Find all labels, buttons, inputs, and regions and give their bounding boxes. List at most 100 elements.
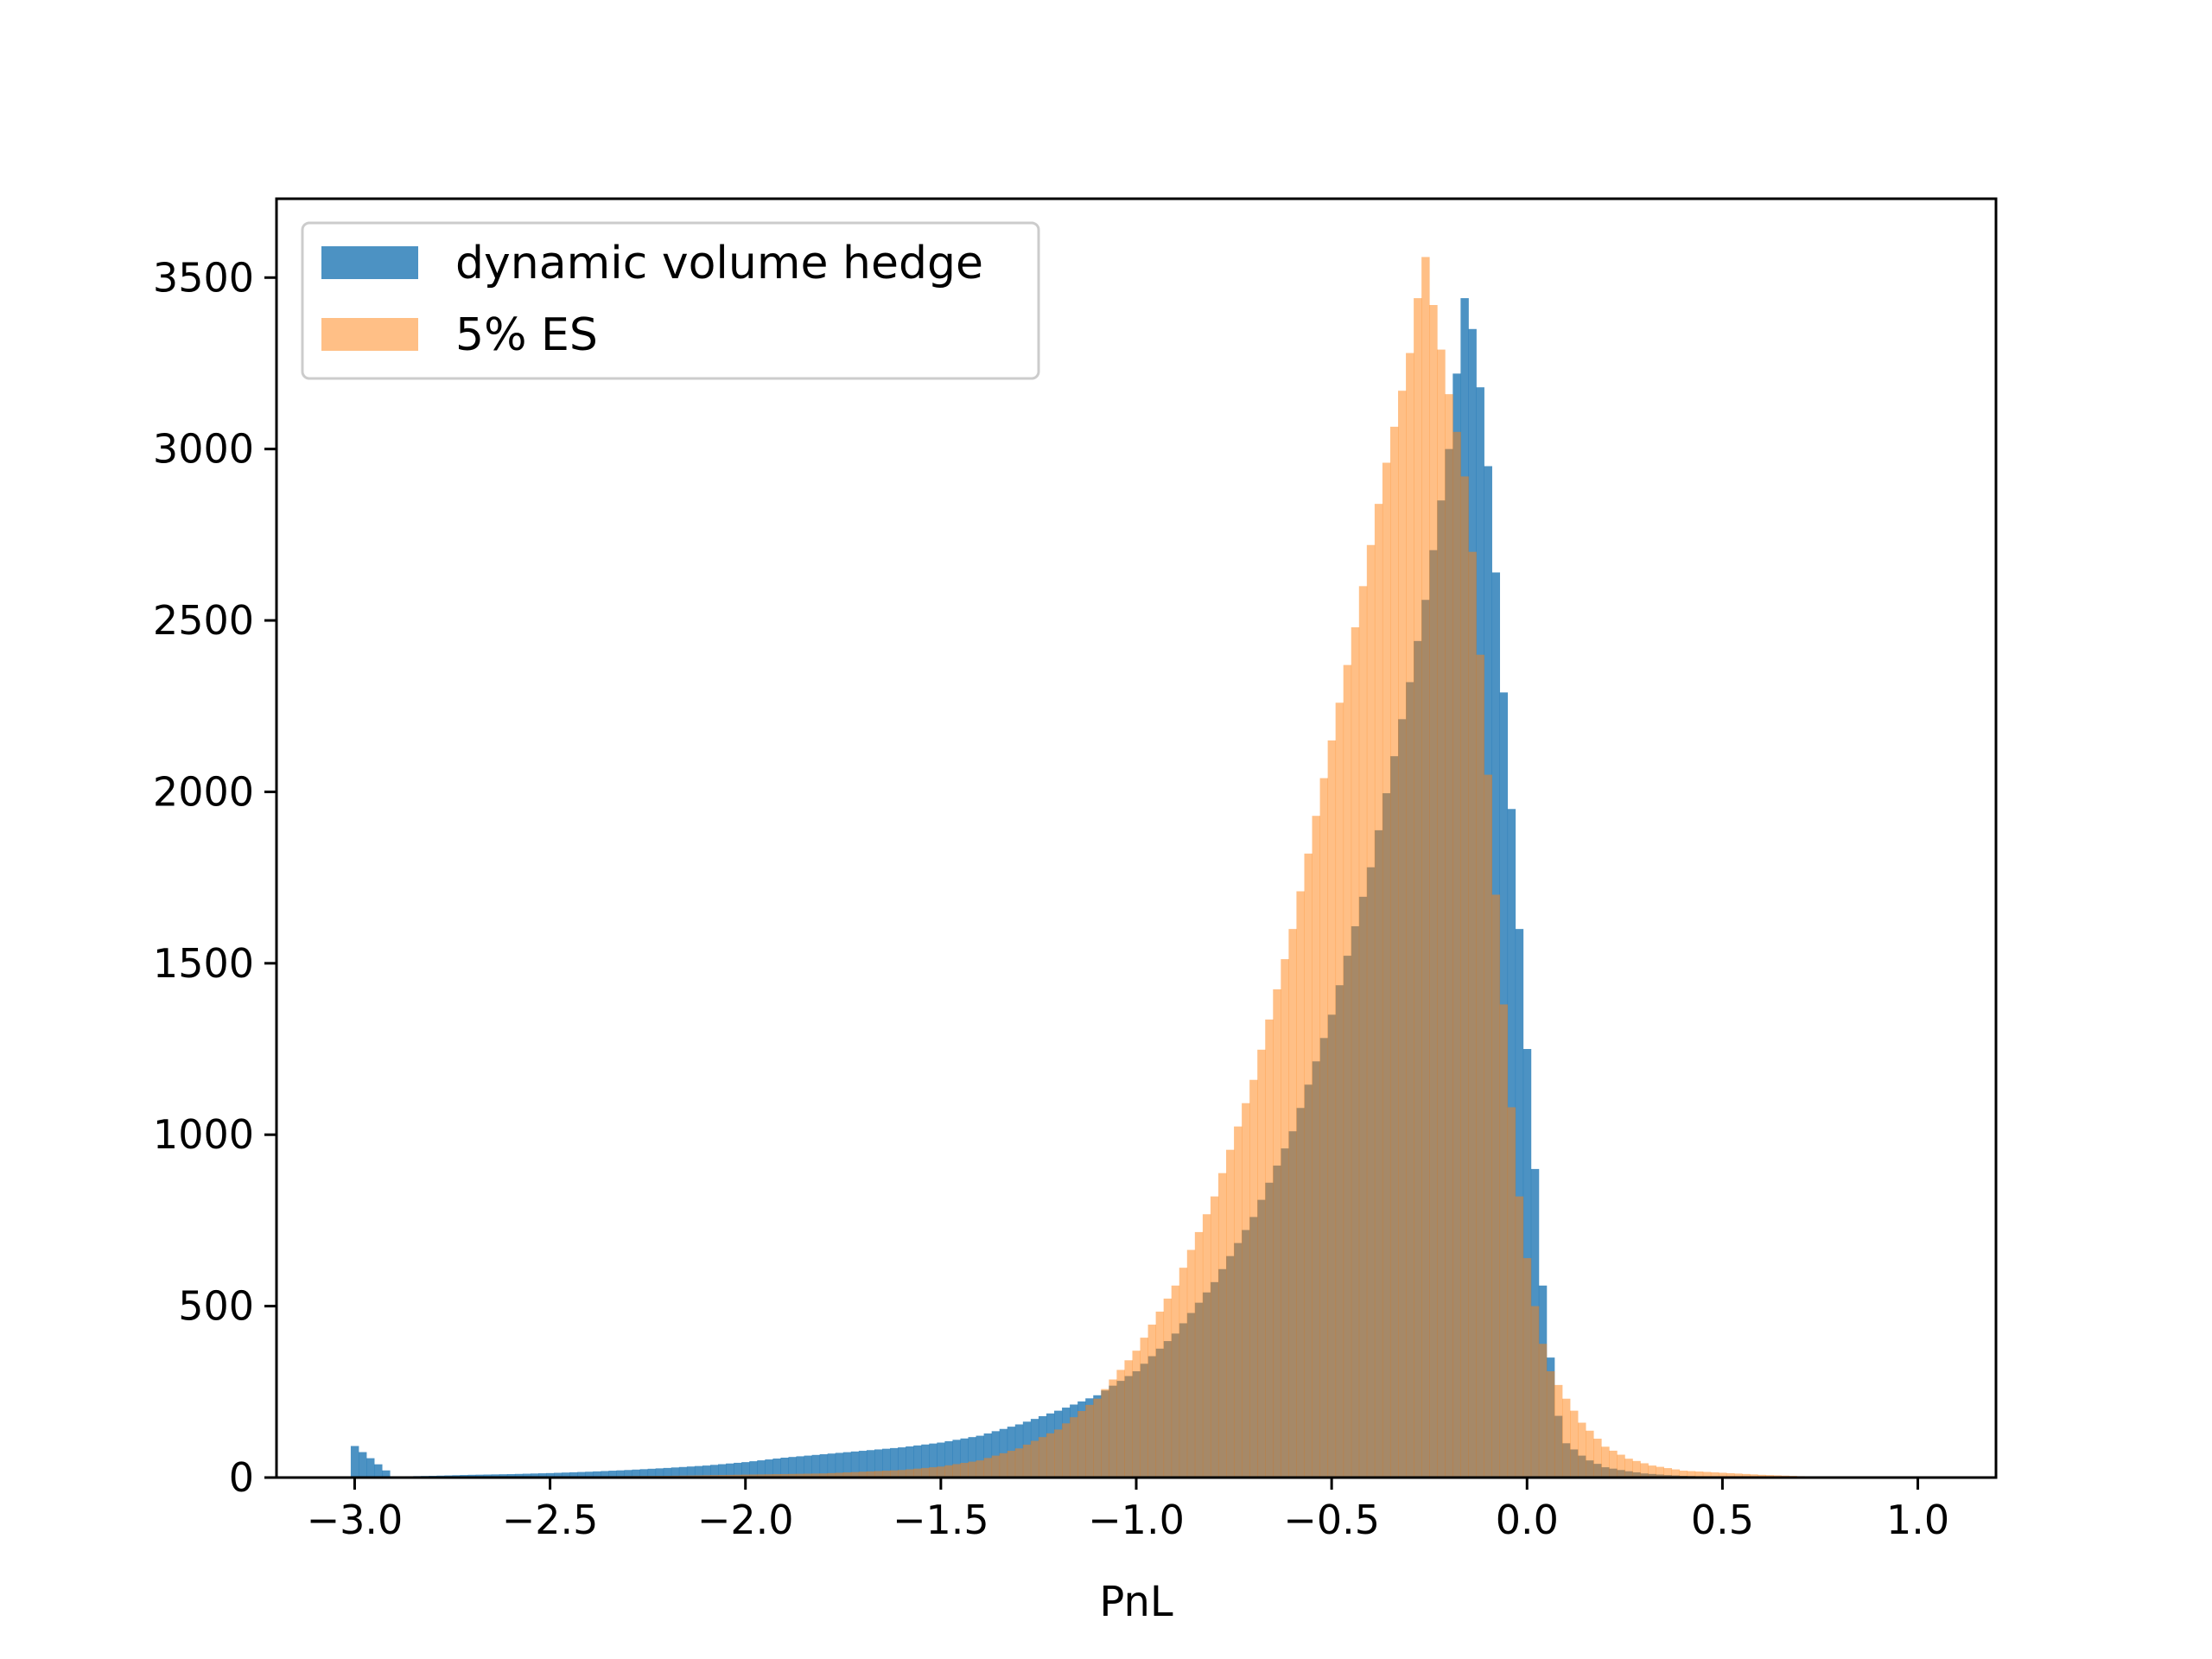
- histogram-bar: [514, 1473, 524, 1478]
- legend-swatch-5pct-es: [321, 318, 418, 351]
- histogram-bar: [1085, 1404, 1094, 1478]
- histogram-bar: [358, 1452, 367, 1478]
- histogram-bar: [475, 1474, 485, 1478]
- x-axis-label: PnL: [1099, 1578, 1173, 1626]
- histogram-bar: [1054, 1429, 1063, 1478]
- histogram-bar: [772, 1459, 781, 1478]
- histogram-bar: [1186, 1249, 1196, 1478]
- histogram-bar: [1014, 1448, 1024, 1478]
- histogram-bar: [850, 1451, 860, 1478]
- histogram-bar: [874, 1449, 883, 1478]
- histogram-bar: [890, 1470, 899, 1478]
- histogram-bar: [937, 1466, 945, 1478]
- y-tick-label: 2500: [153, 597, 254, 644]
- histogram-bar: [1257, 1049, 1266, 1478]
- histogram-bar: [1554, 1384, 1563, 1478]
- histogram-bar: [757, 1460, 766, 1478]
- histogram-bar: [835, 1472, 844, 1478]
- histogram-bar: [1319, 778, 1329, 1478]
- histogram-bar: [796, 1473, 804, 1478]
- histogram-bar: [467, 1474, 477, 1478]
- histogram-bar: [1242, 1103, 1250, 1478]
- histogram-bar: [858, 1471, 868, 1478]
- histogram-bar: [562, 1472, 570, 1478]
- histogram-bar: [1648, 1465, 1656, 1478]
- y-tick-label: 3000: [153, 426, 254, 473]
- histogram-bar: [1624, 1459, 1633, 1478]
- histogram-bar: [999, 1452, 1008, 1478]
- histogram-bar: [1007, 1451, 1016, 1478]
- histogram-bar: [976, 1435, 985, 1478]
- histogram-bar: [1382, 462, 1391, 1478]
- x-tick-label: 0.0: [1496, 1497, 1559, 1543]
- histogram-bar: [632, 1469, 641, 1478]
- histogram-bar: [749, 1461, 758, 1478]
- histogram-bar: [382, 1470, 391, 1478]
- histogram-bar: [906, 1446, 914, 1478]
- histogram-bar: [952, 1464, 961, 1478]
- histogram-bar: [1484, 774, 1492, 1478]
- histogram-bar: [1617, 1454, 1625, 1478]
- histogram-bar: [960, 1438, 969, 1478]
- histogram-bar: [991, 1455, 1001, 1478]
- histogram-bar: [780, 1457, 789, 1478]
- y-tick-label: 0: [229, 1454, 254, 1501]
- histogram-bar: [1507, 1107, 1516, 1478]
- histogram-bar: [1374, 504, 1383, 1478]
- histogram-bar: [1210, 1196, 1219, 1478]
- histogram-bar: [554, 1472, 563, 1478]
- histogram-bar: [1343, 664, 1352, 1478]
- histogram-bar: [1710, 1471, 1719, 1478]
- histogram-bar: [1694, 1471, 1704, 1478]
- histogram-bar: [1249, 1079, 1258, 1478]
- histogram-bar: [1499, 1004, 1509, 1478]
- histogram-bars: [350, 257, 1930, 1478]
- histogram-bar: [1546, 1371, 1555, 1478]
- histogram-bar: [726, 1474, 734, 1478]
- x-axis: −3.0 −2.5 −2.0 −1.5 −1.0 −0.5 0.0 0.5 1.0: [307, 1478, 1949, 1543]
- x-tick-label: −2.5: [502, 1497, 599, 1543]
- y-tick-label: 500: [178, 1283, 254, 1330]
- histogram-bar: [850, 1471, 860, 1478]
- y-tick-label: 3500: [153, 254, 254, 301]
- legend-swatch-dynamic-volume-hedge: [321, 246, 418, 279]
- histogram-bar: [734, 1462, 742, 1478]
- histogram-bar: [710, 1465, 719, 1478]
- histogram-bar: [866, 1450, 875, 1478]
- histogram-bar: [780, 1473, 789, 1478]
- histogram-bar: [858, 1451, 868, 1478]
- histogram-bar: [1578, 1422, 1586, 1478]
- histogram-bar: [1281, 959, 1289, 1478]
- x-tick-label: −3.0: [307, 1497, 404, 1543]
- histogram-bar: [663, 1467, 672, 1478]
- histogram-bar: [1132, 1351, 1141, 1478]
- y-tick-label: 1000: [153, 1111, 254, 1158]
- histogram-bar: [1171, 1285, 1180, 1478]
- histogram-bar: [1335, 702, 1344, 1478]
- legend-box: [301, 221, 1040, 380]
- histogram-bar: [772, 1474, 781, 1478]
- histogram-bar: [898, 1447, 906, 1478]
- histogram-bar: [1109, 1379, 1117, 1478]
- histogram-bar: [804, 1473, 813, 1478]
- histogram-bar: [1437, 349, 1446, 1478]
- histogram-bar: [608, 1471, 617, 1478]
- histogram-bar: [694, 1465, 703, 1478]
- histogram-bar: [929, 1467, 938, 1478]
- histogram-bar: [811, 1473, 821, 1478]
- histogram-bar: [811, 1454, 821, 1478]
- histogram-bar: [1288, 929, 1297, 1478]
- histogram-bar: [842, 1452, 852, 1478]
- histogram-bar: [1351, 626, 1360, 1478]
- histogram-bar: [944, 1440, 953, 1478]
- histogram-bar: [960, 1463, 969, 1478]
- histogram-bar: [1452, 431, 1461, 1478]
- histogram-bar: [1522, 1258, 1532, 1478]
- legend: dynamic volume hedge 5% ES: [301, 221, 1040, 380]
- histogram-bar: [1406, 353, 1414, 1478]
- x-tick-label: −1.5: [893, 1497, 989, 1543]
- histogram-bar: [1202, 1214, 1211, 1478]
- histogram-bar: [1561, 1398, 1571, 1478]
- histogram-bar: [913, 1468, 922, 1478]
- legend-label-dynamic-volume-hedge: dynamic volume hedge: [455, 238, 983, 289]
